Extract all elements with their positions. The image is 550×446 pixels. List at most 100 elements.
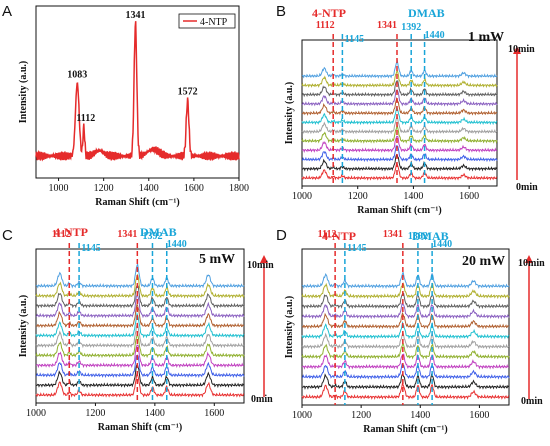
panel-b-marker-label: 1145: [345, 34, 364, 45]
panel-a-ylabel: Intensity (a.u.): [18, 61, 29, 124]
panel-label-c: C: [2, 227, 13, 244]
panel-d-frame: [301, 248, 510, 406]
panel-b-marker-label: 1440: [425, 30, 445, 41]
panel-d-marker-label: 1392: [408, 231, 428, 242]
panel-b-spectrum-line: [301, 89, 498, 107]
panel-c-chart: 1000 1200 1400 1600 Raman Shift (cm⁻¹) Intens…: [18, 229, 268, 433]
panel-d-marker-label: 1440: [432, 239, 452, 250]
panel-d-marker-label: 1145: [347, 243, 366, 254]
panel-d-time-arrowhead: [525, 255, 533, 263]
panel-b-spectrum-line: [301, 162, 498, 181]
panel-a-peak-label: 1083: [67, 69, 87, 80]
panel-d-spectrum-line: [301, 353, 510, 370]
panel-d-spectrum-line: [301, 302, 510, 320]
panel-b-spectrum-line: [301, 105, 498, 126]
panel-d-xtick-label: 1600: [469, 410, 489, 421]
panel-d-ylabel: Intensity (a.u.): [284, 296, 295, 359]
panel-c-spectrum-line: [35, 311, 245, 339]
panel-d-spectrum-line: [301, 311, 510, 330]
panel-d-dmab-label: DMAB: [412, 229, 449, 243]
panel-c-ylabel: Intensity (a.u.): [18, 295, 29, 358]
panel-c-xtick-label: 1000: [26, 408, 46, 419]
panel-d-marker-label: 1112: [318, 229, 337, 240]
panel-b-spectrum-line: [301, 135, 498, 154]
panel-c-spectrum-line: [35, 332, 245, 359]
panel-d-spectrum-line: [301, 341, 510, 360]
panel-d-spectrum-line: [301, 321, 510, 340]
panel-label-b: B: [276, 3, 286, 20]
panel-a-frame: [35, 5, 240, 179]
panel-label-d: D: [276, 227, 287, 244]
panel-a-chart: 1000 1200 1400 1600 1800 Raman Shift (cm⁻¹) In…: [18, 5, 249, 208]
panel-b-xlabel: Raman Shift (cm⁻¹): [357, 205, 441, 216]
panel-b-marker-label: 1341: [377, 20, 397, 31]
panel-a-xtick-label: 1800: [229, 183, 249, 194]
panel-a-xtick-label: 1200: [94, 183, 114, 194]
panel-c-spectrum-line: [35, 344, 245, 369]
panel-b-ntp-label: 4-NTP: [312, 6, 346, 20]
panel-b-spectrum-line: [301, 115, 498, 135]
panel-a-spectrum-line: [35, 21, 240, 162]
panel-b-xtick-label: 1400: [403, 191, 423, 202]
panel-c-marker-label: 1392: [142, 231, 162, 242]
panel-c-time-top: 10min: [247, 260, 274, 271]
panel-c-time-bottom: 0min: [251, 394, 273, 405]
panel-d-spectrum-line: [301, 282, 510, 300]
panel-d-xlabel: Raman Shift (cm⁻¹): [363, 424, 447, 435]
panel-d-time-top: 10min: [518, 258, 545, 269]
panel-c-dmab-label: DMAB: [140, 225, 177, 239]
panel-b-spectrum-line: [301, 69, 498, 89]
panel-a-peak-label: 1341: [125, 10, 145, 21]
panel-d-spectrum-line: [302, 292, 510, 310]
panel-a-peak-label: 1572: [178, 87, 198, 98]
panel-d-power: 20 mW: [462, 254, 505, 269]
panel-b-spectrum-line: [301, 153, 498, 172]
panel-c-marker-label: 1341: [117, 229, 137, 240]
panel-d-xtick-label: 1400: [410, 410, 430, 421]
panel-b-time-bottom: 0min: [516, 182, 538, 193]
panel-a-xlabel: Raman Shift (cm⁻¹): [95, 197, 179, 208]
panel-c-xtick-label: 1200: [85, 408, 105, 419]
panel-b-ylabel: Intensity (a.u.): [284, 82, 295, 145]
panel-d-time-bottom: 0min: [521, 396, 543, 407]
panel-b-power: 1 mW: [468, 30, 504, 45]
panel-c-marker-label: 1145: [81, 243, 100, 254]
panel-d-spectrum-line: [301, 331, 510, 350]
panel-d-spectrum-line: [301, 373, 510, 390]
panel-b-xtick-label: 1000: [292, 191, 312, 202]
panel-b-spectrum-line: [301, 124, 498, 144]
panel-c-marker-label: 1112: [52, 229, 71, 240]
panel-b-time-top: 10min: [508, 44, 535, 55]
panel-d-spectrum-line: [301, 270, 510, 289]
panel-b-chart: 1000 1200 1400 1600 Raman Shift (cm⁻¹) Intens…: [284, 20, 521, 216]
panel-c-spectrum-line: [35, 285, 245, 309]
panel-c-spectrum-line: [35, 354, 245, 378]
panel-d-spectrum-line: [301, 382, 510, 400]
panel-c-spectrum-line: [35, 273, 245, 299]
panel-c-spectrum-line: [35, 363, 245, 389]
panel-d-chart: 1000 1200 1400 1600 Raman Shift (cm⁻¹) Intens…: [284, 229, 533, 435]
panel-label-a: A: [2, 3, 12, 20]
panel-d-xtick-label: 1000: [292, 410, 312, 421]
panel-b-spectrum-line: [302, 79, 498, 98]
panel-a-xtick-label: 1400: [139, 183, 159, 194]
panel-c-spectrum-line: [35, 322, 245, 349]
panel-b-spectrum-line: [301, 58, 498, 79]
panel-b-spectrum-line: [301, 97, 498, 116]
panel-c-spectrum-line: [35, 372, 245, 398]
panel-c-spectrum-line: [35, 302, 245, 329]
panel-a-xtick-label: 1000: [49, 183, 69, 194]
panel-b-marker-label: 1112: [316, 20, 335, 31]
panel-b-time-arrowhead: [513, 46, 521, 54]
panel-c-time-arrowhead: [260, 255, 268, 263]
panel-a-legend-label: 4-NTP: [200, 17, 228, 28]
panel-c-spectrum-line: [35, 294, 245, 319]
panel-a-legend-box: [178, 13, 236, 29]
panel-d-spectrum-line: [301, 363, 510, 380]
panel-c-spectrum-line: [35, 263, 245, 289]
panel-b-xtick-label: 1200: [348, 191, 368, 202]
panel-d-ntp-label: 4-NTP: [322, 229, 356, 243]
panel-a-peak-label: 1112: [76, 113, 95, 124]
panel-c-power: 5 mW: [199, 252, 235, 267]
